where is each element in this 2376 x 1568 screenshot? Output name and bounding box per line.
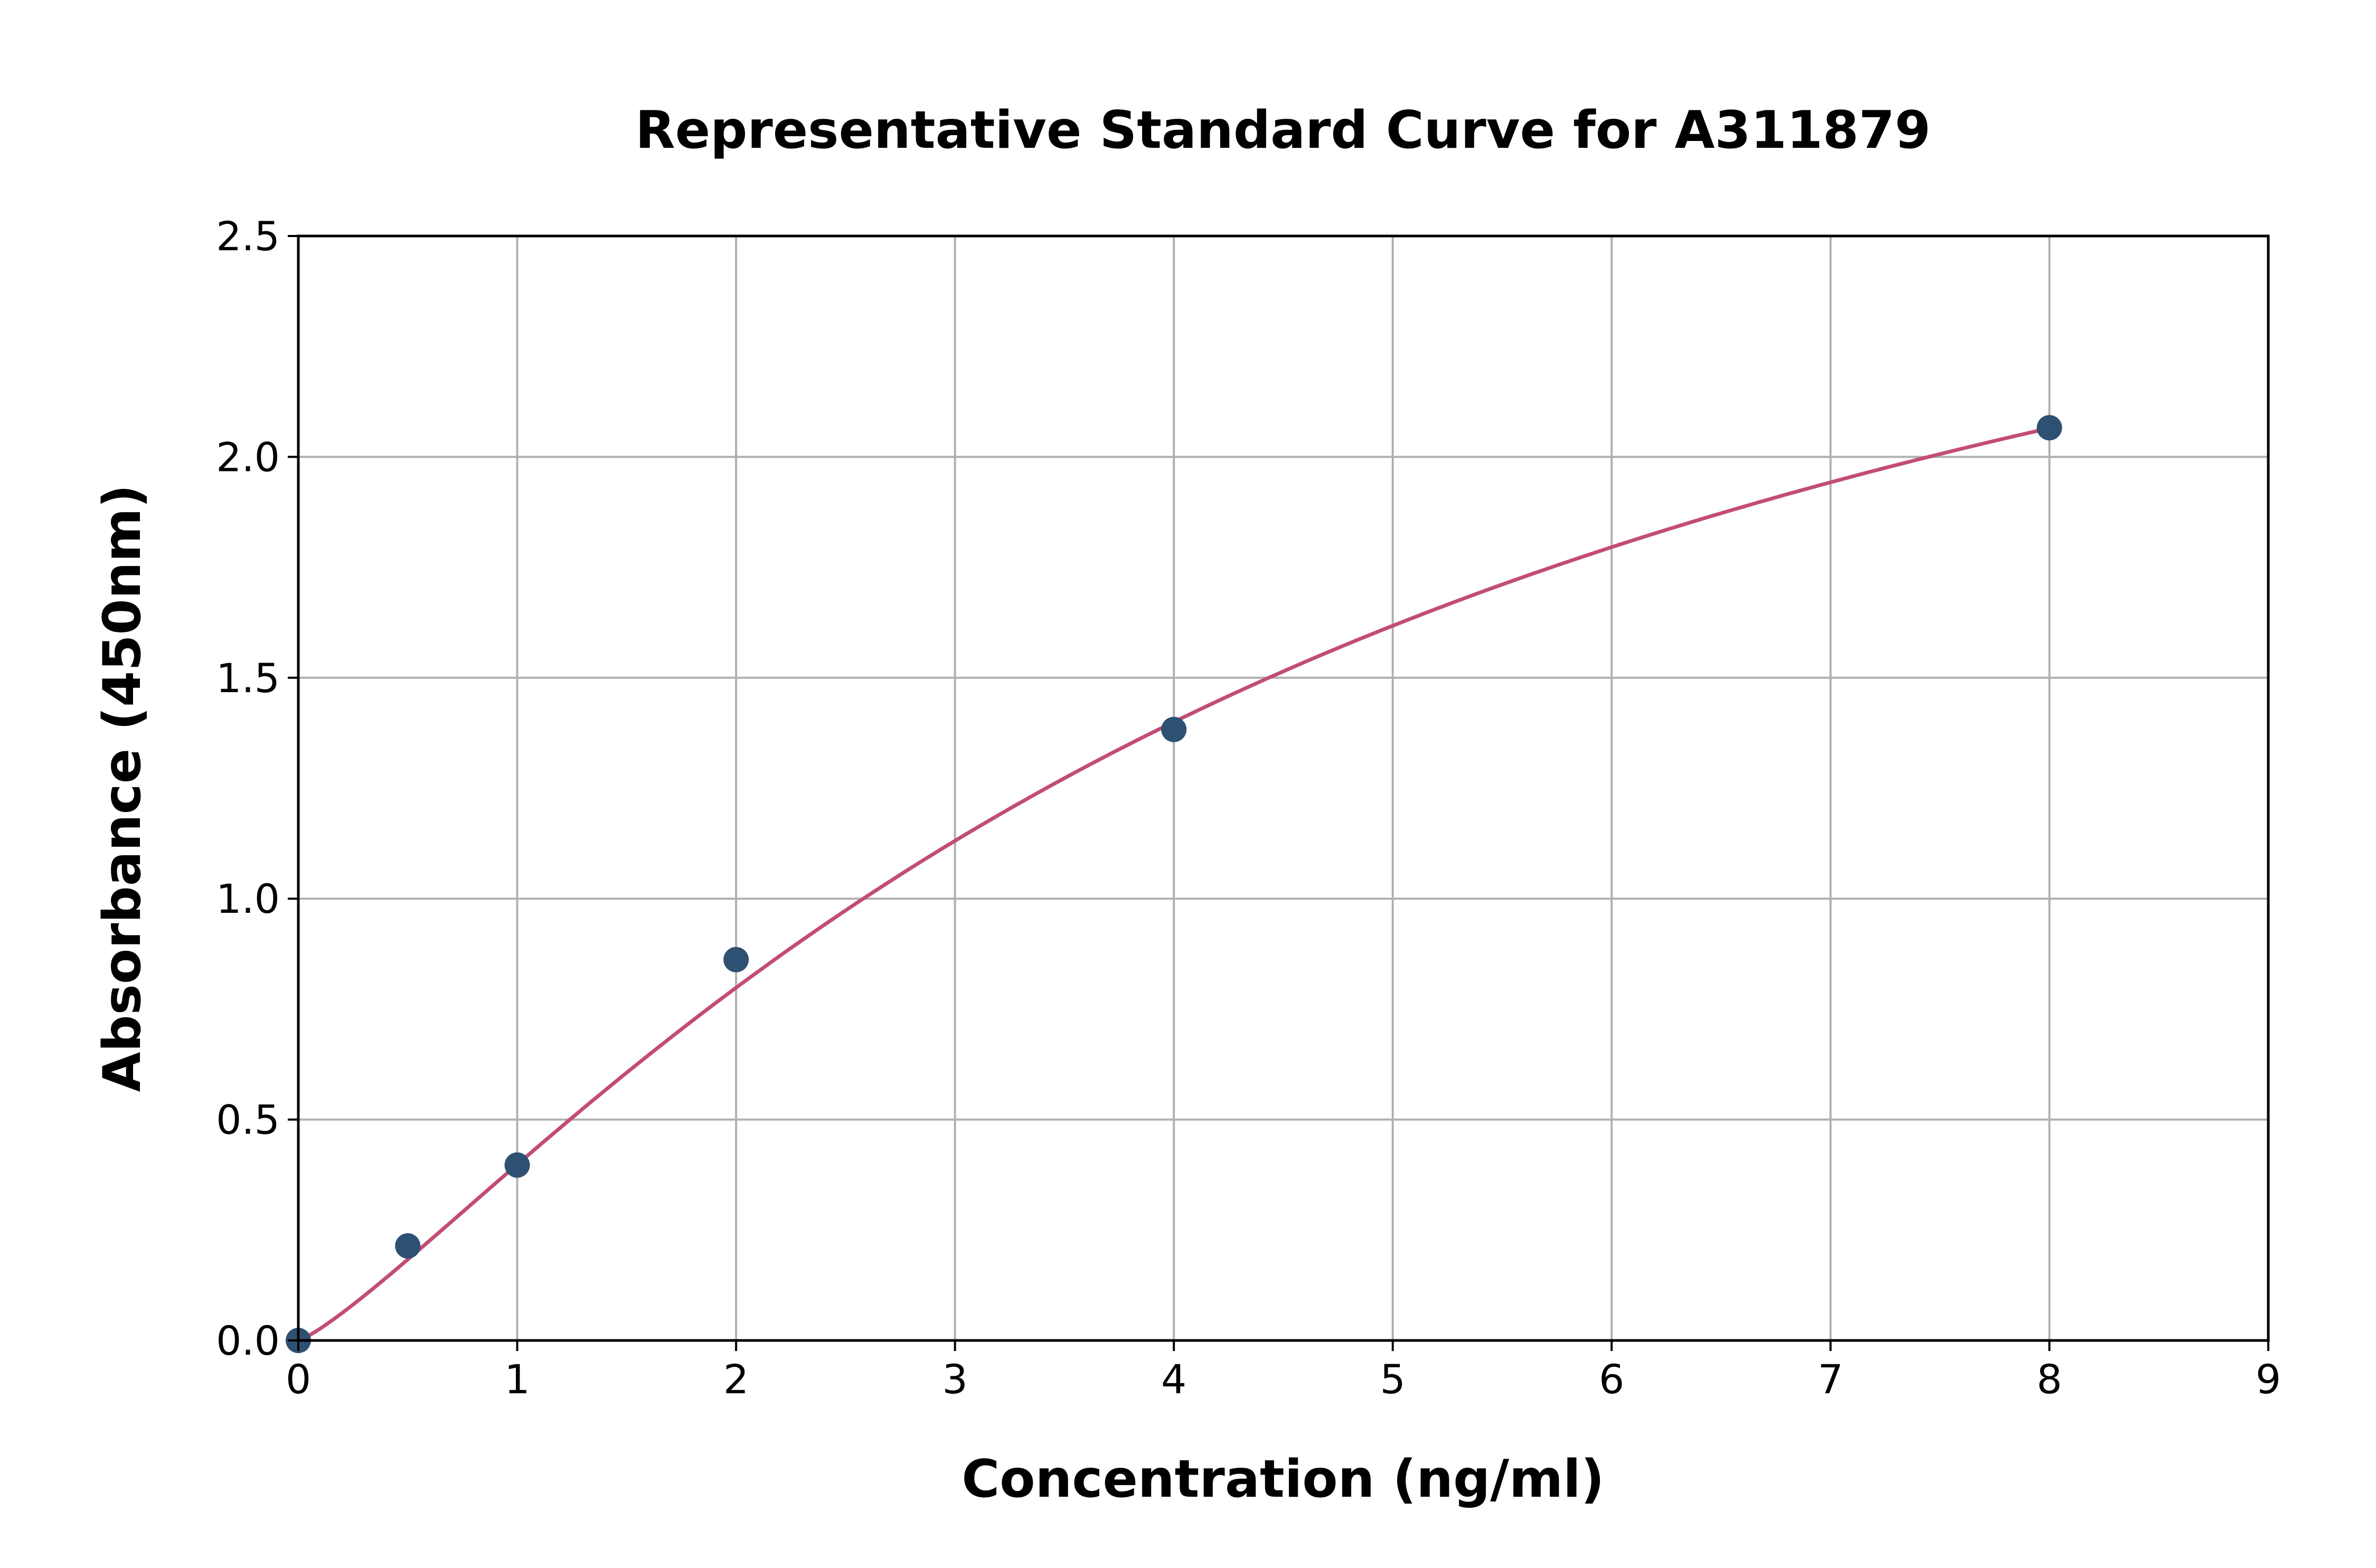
x-tick-label: 8	[2036, 1356, 2062, 1403]
data-point	[504, 1152, 530, 1178]
plot-frame	[297, 234, 2270, 1342]
y-tick-label: 1.5	[216, 655, 280, 702]
x-tick-label: 6	[1599, 1356, 1624, 1403]
ticks: 0 1 2 3 4 5 6 7 8 9 0.0 0.5 1.0 1.5 2.0 2.5	[216, 213, 2281, 1403]
x-tick-label: 4	[1161, 1356, 1186, 1403]
y-axis-label: Absorbance (450nm)	[92, 485, 153, 1092]
data-points	[286, 415, 2062, 1353]
x-axis-label: Concentration (ng/ml)	[961, 1449, 1604, 1509]
y-tick-label: 0.5	[216, 1097, 280, 1144]
x-tick-label: 0	[286, 1356, 311, 1403]
x-tick-label: 7	[1818, 1356, 1843, 1403]
chart-title: Representative Standard Curve for A31187…	[635, 100, 1930, 160]
x-tick-label: 3	[942, 1356, 967, 1403]
grid	[297, 235, 2269, 1342]
x-tick-label: 2	[723, 1356, 749, 1403]
data-point	[1161, 716, 1187, 742]
y-tick-label: 2.5	[216, 213, 280, 260]
x-tick-label: 5	[1380, 1356, 1406, 1403]
data-point	[2036, 415, 2062, 441]
data-point	[395, 1233, 421, 1259]
y-tick-label: 1.0	[216, 875, 280, 922]
data-point	[723, 947, 749, 972]
x-tick-label: 9	[2256, 1356, 2281, 1403]
y-tick-label: 0.0	[216, 1317, 280, 1364]
y-tick-label: 2.0	[216, 433, 280, 480]
x-tick-label: 1	[504, 1356, 530, 1403]
